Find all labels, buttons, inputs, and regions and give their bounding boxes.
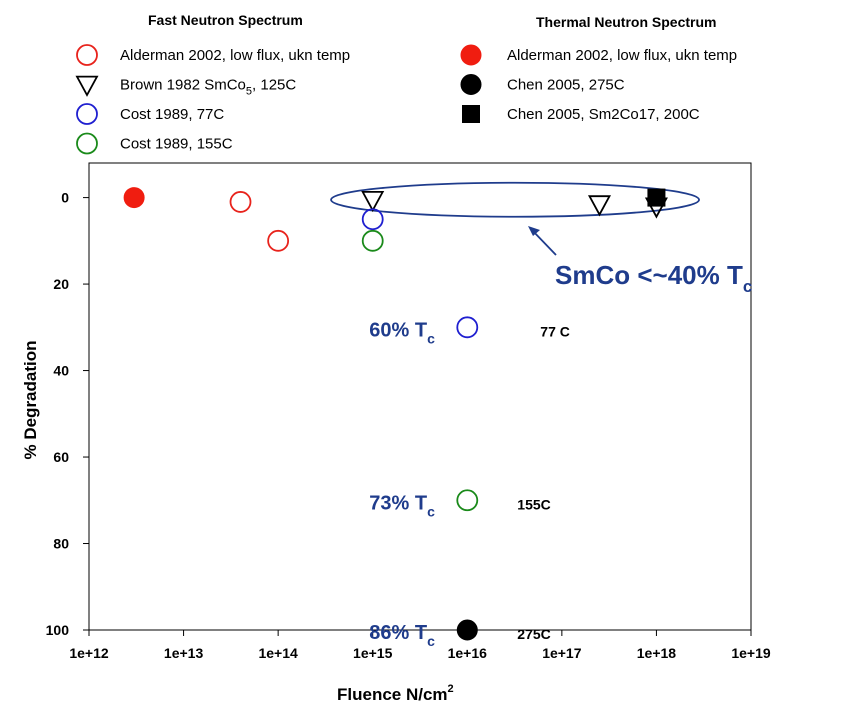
data-point <box>361 229 384 252</box>
annotations: SmCo <~40% Tc 60% Tc 77 C 73% Tc 155C 86% Tc 2… <box>369 260 752 649</box>
legend: Fast Neutron Spectrum Thermal Neutron Sp… <box>75 12 737 155</box>
legend-label: Cost 1989, 155C <box>120 136 233 153</box>
data-point <box>123 187 145 209</box>
annotation-text: 60% Tc <box>369 319 435 346</box>
data-point <box>361 190 385 213</box>
legend-label: Chen 2005, Sm2Co17, 200C <box>507 106 700 123</box>
x-tick-label: 1e+18 <box>637 645 677 661</box>
x-tick-label: 1e+12 <box>69 645 109 661</box>
annotation-text: SmCo <~40% Tc <box>555 260 752 296</box>
plot-frame <box>88 162 752 631</box>
y-axis-title: % Degradation <box>21 340 40 459</box>
annotation-text: 155C <box>517 496 550 512</box>
data-point <box>361 208 384 231</box>
data-point <box>456 316 479 339</box>
x-axis-title: Fluence N/cm2 <box>337 683 454 704</box>
annotation-text: 275C <box>517 626 550 642</box>
annotation-text: 86% Tc <box>369 622 435 649</box>
smco-highlight-ellipse <box>330 181 700 218</box>
y-tick-label: 60 <box>53 449 69 465</box>
x-tick-label: 1e+14 <box>258 645 298 661</box>
legend-marker <box>76 132 98 155</box>
annotation-text: 77 C <box>540 323 570 339</box>
data-point <box>647 188 666 207</box>
legend-label: Alderman 2002, low flux, ukn temp <box>507 47 737 64</box>
axes: 1e+12 1e+13 1e+14 1e+15 1e+16 1e+17 1e+18 1e+19… <box>46 190 771 661</box>
legend-title-fast: Fast Neutron Spectrum <box>148 12 303 28</box>
legend-label: Alderman 2002, low flux, ukn temp <box>120 47 350 64</box>
annotation-text: 73% Tc <box>369 492 435 519</box>
y-tick-label: 80 <box>53 536 69 552</box>
legend-marker <box>76 44 98 66</box>
legend-marker <box>76 103 98 125</box>
legend-marker <box>462 105 480 123</box>
x-tick-label: 1e+13 <box>164 645 204 661</box>
legend-label: Cost 1989, 77C <box>120 106 224 123</box>
x-tick-label: 1e+16 <box>448 645 488 661</box>
x-tick-label: 1e+19 <box>731 645 771 661</box>
data-point <box>267 229 290 252</box>
legend-marker <box>75 75 99 97</box>
y-tick-label: 40 <box>53 363 69 379</box>
x-tick-label: 1e+15 <box>353 645 393 661</box>
data-point <box>456 619 478 641</box>
data-point <box>587 195 612 217</box>
y-tick-label: 20 <box>53 276 69 292</box>
legend-marker <box>460 44 482 66</box>
x-tick-label: 1e+17 <box>542 645 582 661</box>
highlight-ellipse-layer <box>330 181 700 256</box>
annotation-arrow-head <box>528 226 540 236</box>
legend-label: Brown 1982 SmCo5, 125C <box>120 77 296 98</box>
data-point <box>456 489 479 512</box>
y-tick-label: 100 <box>46 622 70 638</box>
legend-label: Chen 2005, 275C <box>507 77 625 94</box>
y-tick-label: 0 <box>61 190 69 206</box>
legend-title-thermal: Thermal Neutron Spectrum <box>536 14 716 30</box>
legend-marker <box>460 74 482 95</box>
data-point <box>229 191 252 213</box>
data-points <box>123 187 668 641</box>
